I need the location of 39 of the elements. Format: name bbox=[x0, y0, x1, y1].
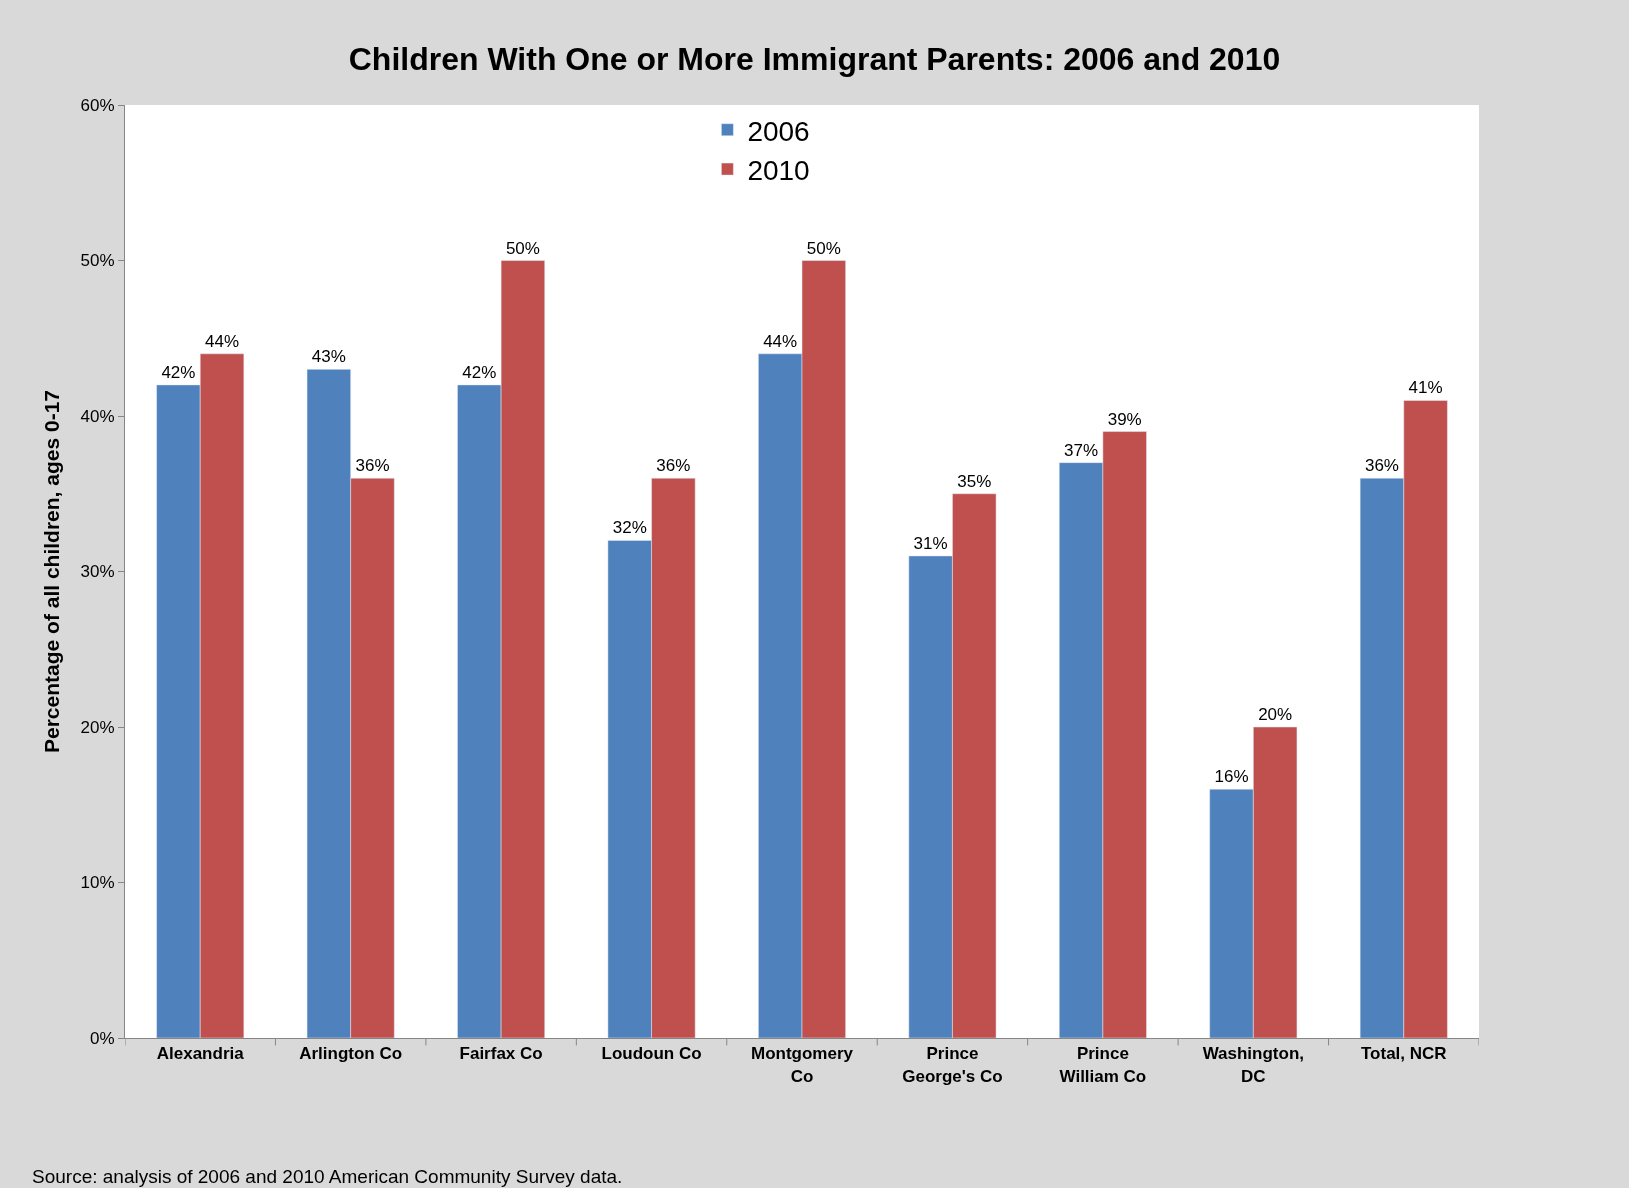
x-tick-label: Prince William Co bbox=[1059, 1044, 1147, 1086]
data-label: 37% bbox=[1064, 440, 1099, 460]
x-tick-label: Total, NCR bbox=[1360, 1044, 1447, 1064]
y-axis-title: Percentage of all children, ages 0-17 bbox=[39, 390, 63, 753]
data-label: 42% bbox=[462, 362, 497, 382]
data-label: 42% bbox=[161, 362, 196, 382]
y-tick-label: 30% bbox=[80, 562, 115, 582]
legend-label: 2006 bbox=[747, 115, 810, 147]
data-label: 36% bbox=[355, 456, 390, 476]
data-label: 32% bbox=[612, 518, 647, 538]
x-tick-label: Alexandria bbox=[156, 1044, 245, 1064]
y-tick-label: 40% bbox=[80, 406, 115, 426]
x-tick-label: Fairfax Co bbox=[459, 1044, 543, 1064]
data-label: 35% bbox=[957, 471, 992, 491]
y-tick-label: 50% bbox=[80, 251, 115, 271]
x-tick-label: Washington, DC bbox=[1202, 1044, 1305, 1086]
y-tick-label: 0% bbox=[90, 1028, 115, 1048]
data-label: 44% bbox=[763, 331, 798, 351]
x-tick-label: Prince George's Co bbox=[902, 1044, 1003, 1086]
y-tick-label: 20% bbox=[80, 717, 115, 737]
x-tick-label: Loudoun Co bbox=[601, 1044, 702, 1064]
data-label: 36% bbox=[1364, 456, 1399, 476]
chart-title: Children With One or More Immigrant Parents: 2006 and 2010 bbox=[348, 40, 1281, 77]
data-label: 50% bbox=[806, 238, 841, 258]
data-label: 16% bbox=[1214, 767, 1249, 787]
data-label: 31% bbox=[913, 533, 948, 553]
data-label: 43% bbox=[311, 347, 346, 367]
data-label: 50% bbox=[505, 238, 540, 258]
data-label: 20% bbox=[1258, 705, 1293, 724]
x-tick-label: Montgomery Co bbox=[751, 1044, 854, 1086]
x-tick-label: Arlington Co bbox=[299, 1044, 403, 1064]
data-label: 39% bbox=[1107, 409, 1142, 429]
y-tick-label: 60% bbox=[80, 95, 115, 115]
data-label: 44% bbox=[205, 331, 240, 351]
data-label: 41% bbox=[1408, 378, 1443, 398]
data-label: 36% bbox=[656, 456, 691, 476]
y-tick-label: 10% bbox=[80, 873, 115, 893]
legend-label: 2010 bbox=[747, 155, 810, 187]
source-note: Source: analysis of 2006 and 2010 American Community Survey data. bbox=[32, 1166, 623, 1187]
